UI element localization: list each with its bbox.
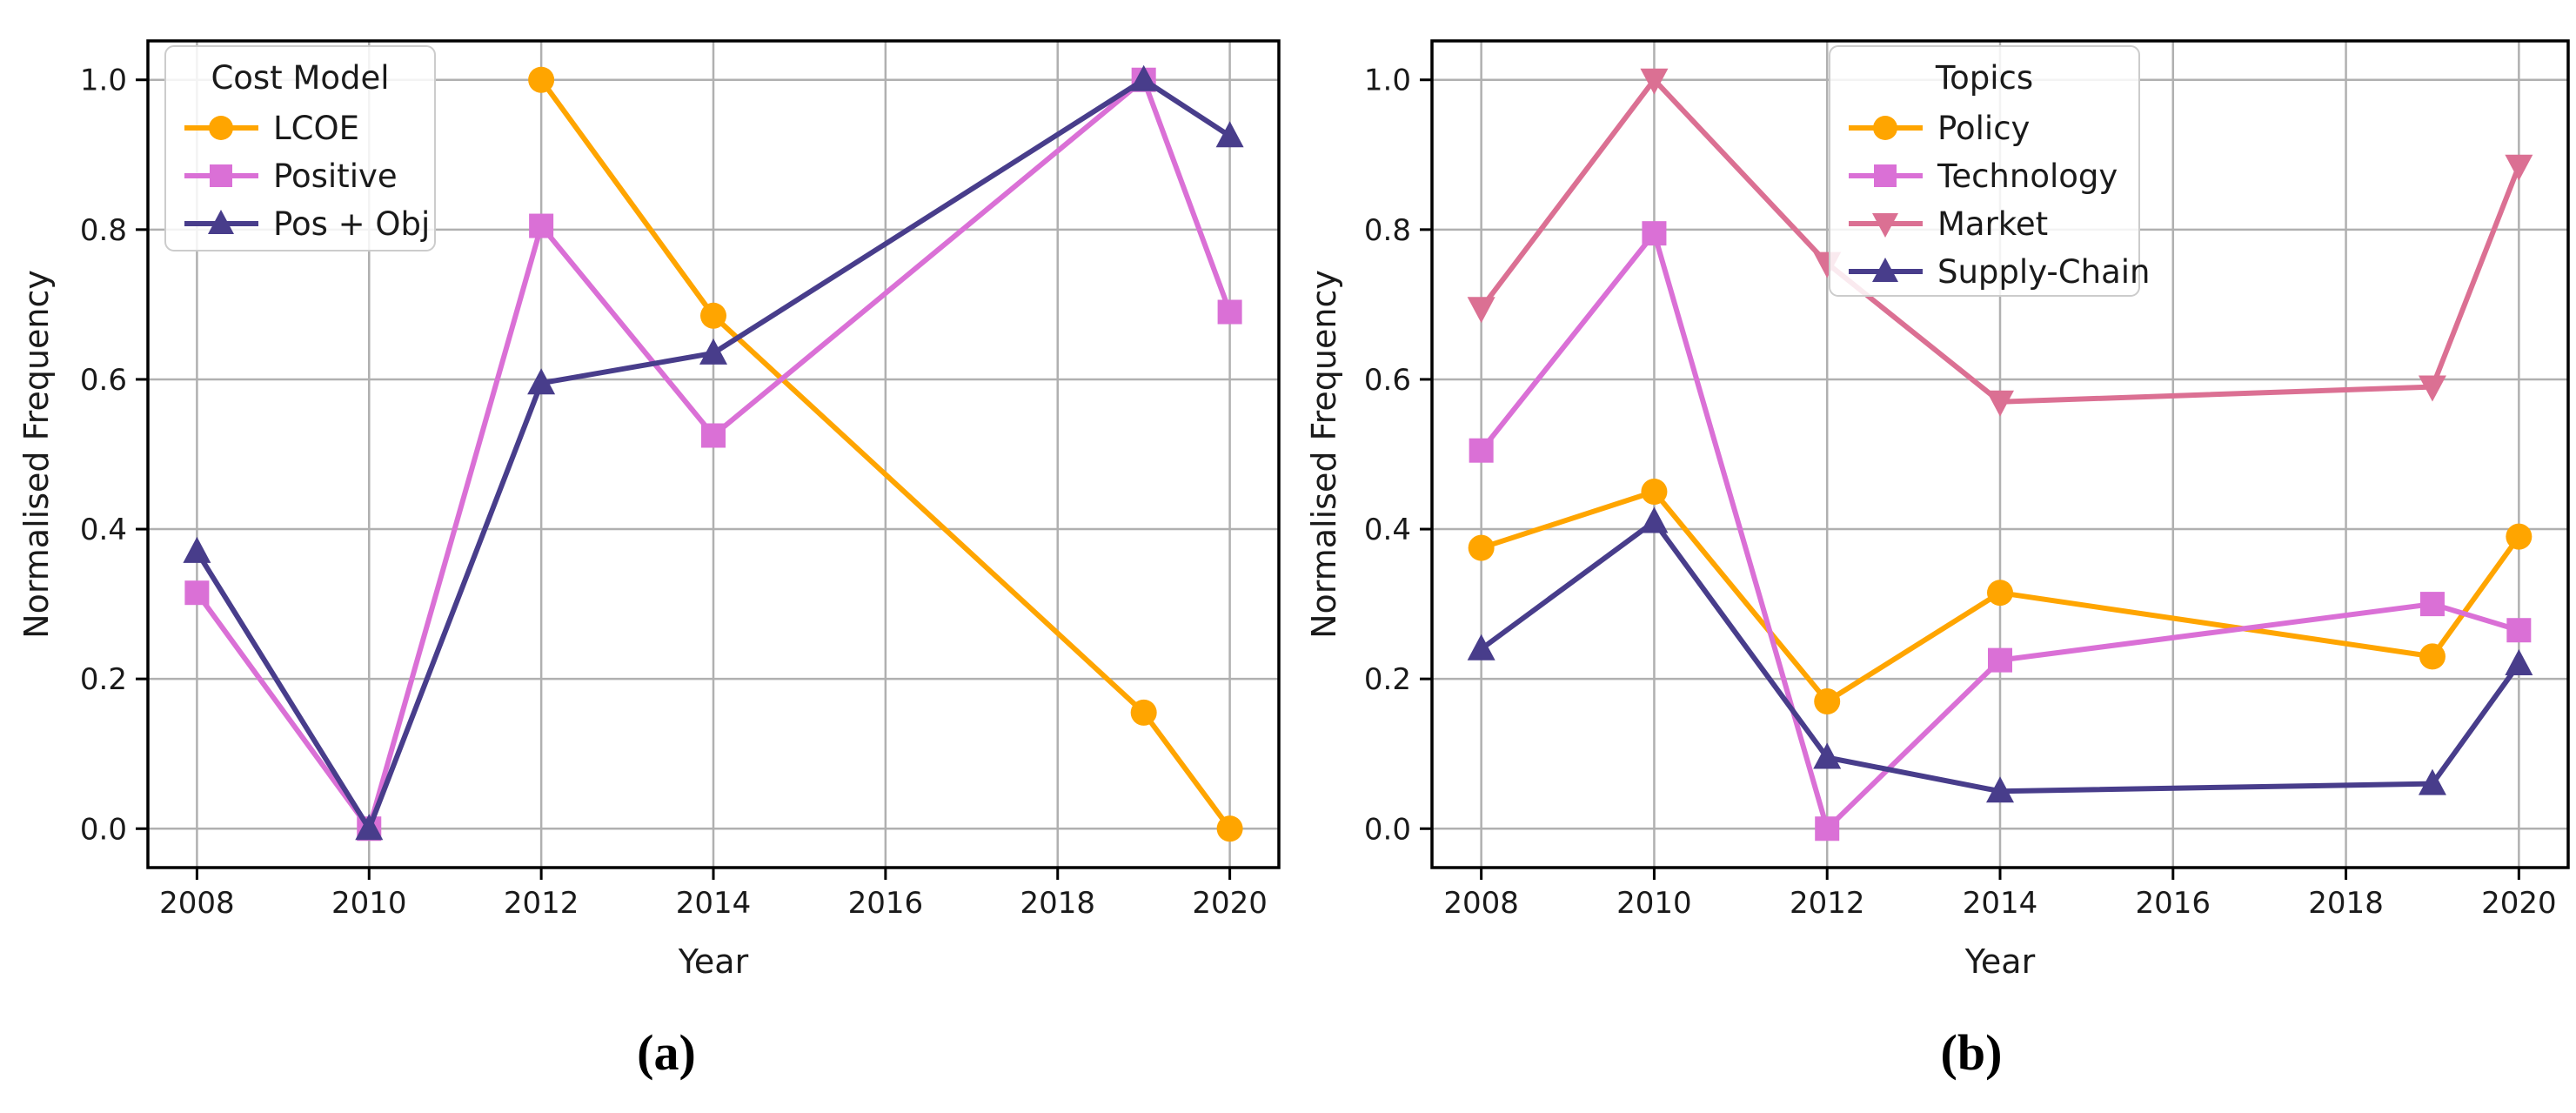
legend-marker-circle [209,116,233,140]
legend-box [164,45,436,251]
y-tick-label: 0.2 [80,662,127,697]
series-marker-supply-chain [2418,768,2446,795]
series-marker-policy [1468,534,1495,561]
x-tick-label: 2016 [2136,886,2211,921]
legend-marker-square [1874,164,1897,187]
series-marker-supply-chain [1813,742,1842,769]
series-marker-market [2418,375,2446,402]
series-marker-technology [2506,618,2532,643]
series-marker-supply-chain [1467,634,1495,660]
y-axis-label: Normalised Frequency [1305,270,1343,639]
series-marker-market [1640,68,1669,95]
series-marker-policy [2506,523,2533,550]
legend-marker-square [210,164,232,187]
legend-item-label: Positive [273,158,398,195]
y-tick-label: 0.4 [80,513,127,547]
x-axis-label: Year [1964,942,2036,981]
caption-a: (a) [637,1024,696,1081]
x-tick-label: 2016 [848,886,924,921]
series-marker-pos-obj [1215,121,1244,148]
chart-b: 2008 2010 2012 2014 2016 2018 2020 0.0 0.2 0.4 0.6… [1305,39,2570,981]
series-line-pos-obj [194,77,1233,832]
series-marker-policy [1641,479,1668,506]
series-marker-market [2505,154,2533,181]
series-marker-technology [1642,221,1667,246]
y-tick-label: 0.4 [1364,513,1411,547]
y-tick-label: 0.6 [1364,363,1411,398]
y-tick-label: 0.8 [1364,213,1411,248]
legend-item-label: LCOE [273,110,359,147]
series-marker-technology [1815,816,1840,841]
x-tick-label: 2010 [331,886,407,921]
y-tick-label: 0.2 [1364,662,1411,697]
series-marker-pos-obj [527,368,556,395]
legend-item-label: Policy [1937,110,2030,147]
series-marker-pos-obj [699,338,727,365]
series-marker-pos-obj [1129,64,1158,91]
y-tick-label: 0.0 [1364,812,1411,847]
series-marker-positive [529,213,554,238]
caption-b: (b) [1940,1024,2003,1081]
x-tick-label: 2010 [1616,886,1692,921]
legend-item-label: Supply-Chain [1937,253,2150,291]
legend-marker-triangle-up [208,210,234,234]
y-tick-label: 0.6 [80,363,127,398]
series-marker-pos-obj [183,536,211,563]
series-marker-market [1467,297,1495,324]
x-tick-label: 2018 [1020,886,1095,921]
x-tick-label: 2012 [504,886,579,921]
x-tick-label: 2008 [159,886,235,921]
series-line-market [1478,77,2522,405]
x-tick-label: 2014 [676,886,752,921]
y-tick-label: 1.0 [1364,64,1411,98]
x-tick-label: 2020 [2481,886,2557,921]
x-tick-label: 2014 [1963,886,2038,921]
series-line-policy [1478,489,2522,704]
series-marker-supply-chain [2505,648,2533,675]
series-marker-positive [1217,299,1242,325]
series-marker-lcoe [700,302,726,329]
series-marker-policy [1814,687,1841,714]
series-line-positive [194,77,1233,832]
y-axis-label: Normalised Frequency [17,270,56,639]
series-marker-supply-chain [1640,506,1669,533]
legend-marker-circle [1873,116,1897,140]
legend-item-label: Market [1937,205,2048,243]
series-marker-lcoe [1216,815,1243,842]
series-marker-policy [1987,580,2013,607]
y-tick-label: 1.0 [80,64,127,98]
series-marker-positive [184,580,210,606]
x-axis-label: Year [678,942,749,981]
series-marker-market [1986,390,2014,417]
legend-item-label: Technology [1937,158,2118,195]
series-marker-lcoe [1130,699,1157,726]
series-marker-lcoe [528,66,555,93]
series-line-supply-chain [1478,519,2522,795]
legend-a: Cost Model LCOE Positive Pos + Obj [164,45,436,251]
y-tick-label: 0.0 [80,812,127,847]
series-line-technology [1478,231,2522,832]
legend-marker-triangle-down [1872,213,1898,238]
series-marker-technology [1469,438,1494,463]
x-tick-label: 2020 [1192,886,1268,921]
legend-marker-triangle-up [1872,258,1898,282]
legend-title: Topics [1935,59,2033,97]
legend-item-label: Pos + Obj [273,205,430,243]
legend-title: Cost Model [211,59,389,97]
series-marker-supply-chain [1986,776,2014,803]
x-tick-label: 2018 [2308,886,2384,921]
x-tick-label: 2012 [1790,886,1865,921]
series-marker-positive [701,423,726,448]
series-line-lcoe [539,77,1233,832]
series-marker-technology [1988,647,2012,673]
y-tick-label: 0.8 [80,213,127,248]
series-marker-technology [2419,592,2445,617]
series-marker-policy [2419,643,2446,670]
legend-b: Topics Policy Technology Market Supply-Chain [1829,45,2150,297]
legend-box [1829,45,2140,297]
x-tick-label: 2008 [1443,886,1519,921]
series-marker-pos-obj [355,814,384,841]
